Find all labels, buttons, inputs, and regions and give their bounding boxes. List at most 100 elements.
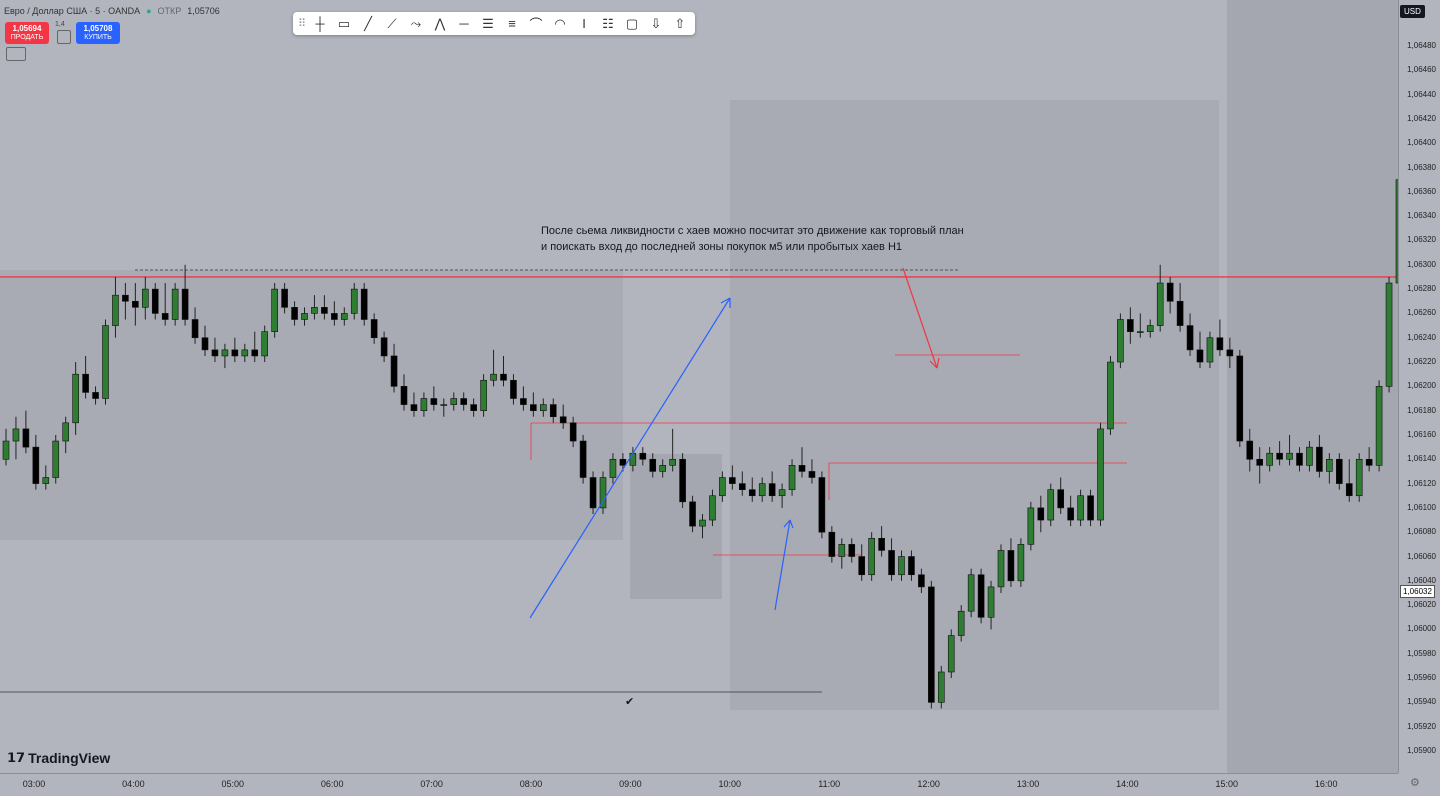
candle [719, 471, 726, 502]
candle [82, 355, 89, 399]
price-range-icon[interactable]: ☰ [482, 15, 494, 31]
horizontal-line-icon[interactable]: ─ [459, 16, 469, 31]
currency-badge[interactable]: USD [1400, 5, 1425, 18]
price-tick: 1,06120 [1407, 478, 1436, 488]
tradingview-logo[interactable]: 𝟭𝟳 TradingView [7, 750, 110, 766]
candle-body [171, 288, 179, 320]
candle-body [719, 477, 726, 497]
time-axis[interactable]: 03:00 04:00 05:00 06:00 07:00 08:00 09:00 10:00… [0, 773, 1398, 796]
price-tick: 1,06380 [1407, 162, 1436, 172]
price-chart[interactable] [0, 0, 1398, 773]
candle-body [510, 379, 517, 399]
arrow-down-icon[interactable]: ⇩ [650, 15, 662, 31]
candle-body [967, 574, 975, 612]
candle-body [559, 416, 567, 424]
price-tick: 1,06420 [1407, 113, 1436, 123]
candle-body [132, 300, 139, 308]
candle [997, 544, 1005, 593]
candle-body [1316, 446, 1323, 472]
candle-body [1246, 440, 1254, 460]
buy-price: 1,05708 [83, 24, 113, 33]
buy-button[interactable]: 1,05708 КУПИТЬ [76, 22, 120, 44]
quantity-box[interactable] [57, 30, 71, 44]
red-arrow[interactable] [902, 267, 938, 369]
price-tick: 1,06020 [1407, 600, 1436, 610]
candle-body [957, 610, 965, 636]
price-tick: 1,06280 [1407, 284, 1436, 294]
time-tick: 05:00 [221, 779, 245, 789]
time-tick: 04:00 [122, 779, 145, 789]
candle [151, 283, 159, 320]
candle [171, 283, 179, 326]
candle [1127, 307, 1134, 344]
symbol-name[interactable]: Евро / Доллар США · 5 · OANDA [4, 6, 141, 16]
candle-body [1216, 337, 1224, 351]
candle [390, 343, 398, 393]
time-tick: 03:00 [22, 779, 46, 789]
candle-body [729, 477, 736, 484]
crosshair-icon[interactable]: ┼ [315, 16, 325, 31]
trendline-icon[interactable]: ╱ [364, 15, 372, 31]
candle [868, 532, 875, 581]
candle [908, 550, 915, 581]
polyline-icon[interactable]: ⋀ [434, 15, 446, 31]
blue-arrow-small[interactable] [774, 519, 791, 611]
price-tick: 1,05980 [1407, 648, 1436, 658]
text-cursor-icon[interactable]: I [582, 16, 586, 31]
rectangle-icon[interactable]: ▭ [337, 15, 351, 31]
candle-body [947, 635, 955, 673]
candle [1107, 355, 1114, 435]
candle [251, 331, 259, 363]
candle [878, 526, 885, 557]
candle-body [1107, 361, 1114, 430]
note-icon[interactable]: ☷ [602, 15, 614, 31]
price-axis[interactable]: 1,06480 1,06460 1,06440 1,06420 1,06400 1,063… [1398, 0, 1440, 773]
candle [649, 453, 657, 478]
grip-icon[interactable]: ⠿ [297, 18, 307, 30]
candle-body [659, 465, 667, 472]
candle-body [490, 373, 497, 381]
arc-icon[interactable]: ◠ [554, 15, 566, 31]
price-tick: 1,06240 [1407, 332, 1436, 342]
chart-annotation[interactable]: После сьема ликвидности с хаев можно пос… [541, 224, 964, 255]
candle [520, 386, 527, 411]
candle [261, 325, 269, 363]
candle [798, 447, 806, 478]
path-icon[interactable]: ⤳ [410, 15, 422, 31]
candle-body [1306, 446, 1313, 466]
arrow-up-icon[interactable]: ⇧ [674, 15, 686, 31]
candle [1296, 447, 1303, 472]
left-zone [0, 270, 623, 540]
candle-body [360, 288, 368, 320]
candle-body [1226, 349, 1234, 357]
candle-body [748, 489, 756, 497]
candle-body [191, 319, 199, 339]
candle-body [142, 288, 149, 308]
candle [898, 550, 905, 581]
candle [102, 319, 109, 405]
collapse-legend-button[interactable] [6, 47, 26, 61]
candle [271, 283, 278, 338]
sell-price: 1,05694 [12, 24, 42, 33]
price-tick: 1,06000 [1407, 624, 1436, 634]
candle [1007, 538, 1015, 587]
sell-button[interactable]: 1,05694 ПРОДАТЬ [5, 22, 49, 44]
time-tick: 06:00 [320, 779, 344, 789]
candle-body [281, 288, 288, 308]
date-range-icon[interactable]: ≡ [508, 16, 516, 31]
candle-body [977, 574, 985, 618]
ray-icon[interactable]: ⟋ [387, 15, 397, 31]
candle [1316, 434, 1323, 478]
candle [788, 459, 796, 496]
candle-body [619, 458, 627, 466]
candle-body [937, 671, 945, 703]
candle-body [102, 325, 109, 399]
callout-icon[interactable]: ▢ [625, 15, 639, 31]
price-tick: 1,06040 [1407, 575, 1436, 585]
candle [430, 386, 438, 411]
curve-icon[interactable]: ⌒ [529, 17, 543, 32]
candle-body [649, 458, 657, 472]
candle-body [987, 586, 995, 618]
blue-arrow-main[interactable] [529, 297, 731, 619]
settings-icon[interactable]: ⚙ [1410, 777, 1420, 789]
